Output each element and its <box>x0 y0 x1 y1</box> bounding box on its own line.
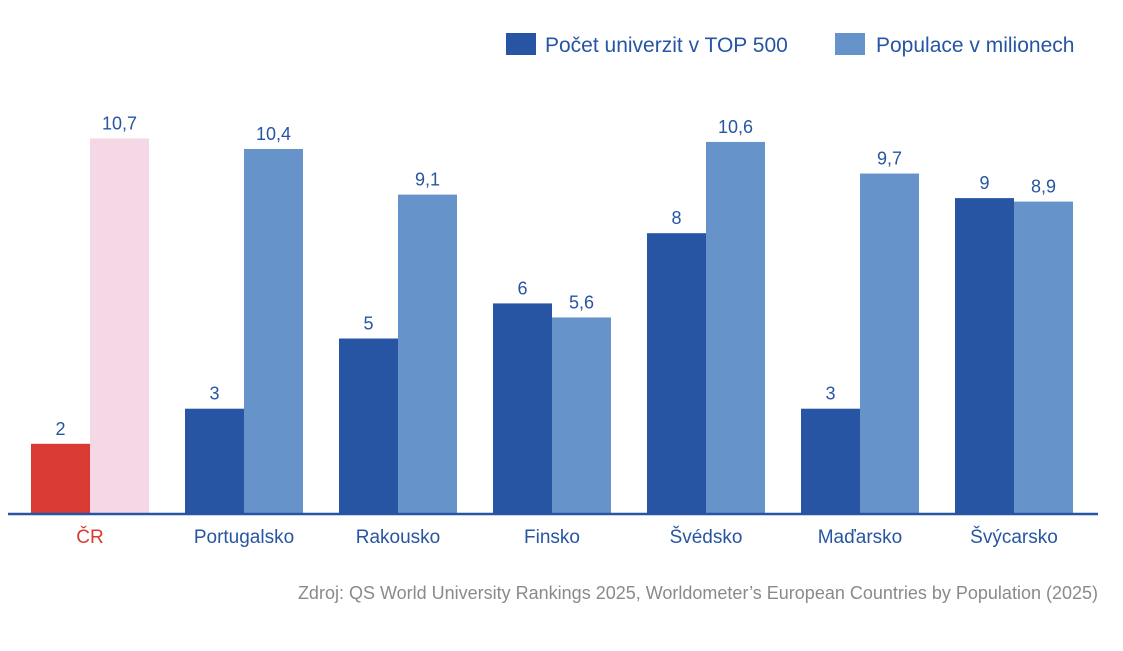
bar-svycarsko-top500 <box>955 198 1014 514</box>
category-label-madarsko: Maďarsko <box>818 527 903 548</box>
value-label-svedsko-population: 10,6 <box>718 117 753 137</box>
bar-cr-top500 <box>31 443 90 514</box>
bar-portugalsko-population <box>244 148 303 514</box>
value-label-portugalsko-top500: 3 <box>209 384 219 404</box>
value-label-rakousko-top500: 5 <box>363 314 373 334</box>
legend-swatch-top500 <box>506 33 536 55</box>
value-label-portugalsko-population: 10,4 <box>256 124 291 144</box>
value-label-svedsko-top500: 8 <box>671 208 681 228</box>
source-note: Zdroj: QS World University Rankings 2025… <box>298 583 1098 603</box>
bar-madarsko-top500 <box>801 408 860 514</box>
value-label-rakousko-population: 9,1 <box>415 170 440 190</box>
category-label-rakousko: Rakousko <box>356 527 441 548</box>
plot-area: 2 10,7 ČR 3 10,4 Portugalsko 5 9,1 Rakousko 6 5,6 F… <box>31 113 1073 548</box>
value-label-svycarsko-top500: 9 <box>979 173 989 193</box>
category-label-cr: ČR <box>76 526 103 548</box>
bar-rakousko-top500 <box>339 338 398 514</box>
value-label-madarsko-population: 9,7 <box>877 149 902 169</box>
category-label-svycarsko: Švýcarsko <box>970 526 1058 548</box>
value-label-madarsko-top500: 3 <box>825 384 835 404</box>
bar-svedsko-population <box>706 141 765 514</box>
bar-cr-population <box>90 138 149 514</box>
category-label-finsko: Finsko <box>524 527 580 548</box>
value-label-finsko-population: 5,6 <box>569 292 594 312</box>
value-label-cr-population: 10,7 <box>102 113 137 133</box>
bar-svedsko-top500 <box>647 233 706 514</box>
bar-svycarsko-population <box>1014 201 1073 515</box>
value-label-finsko-top500: 6 <box>517 278 527 298</box>
legend-swatch-population <box>835 33 865 55</box>
value-label-cr-top500: 2 <box>55 419 65 439</box>
category-label-svedsko: Švédsko <box>670 526 743 548</box>
bar-portugalsko-top500 <box>185 408 244 514</box>
legend-label-top500: Počet univerzit v TOP 500 <box>545 34 788 57</box>
legend: Počet univerzit v TOP 500 Populace v mil… <box>506 33 1074 57</box>
legend-label-population: Populace v milionech <box>876 34 1074 57</box>
bar-madarsko-population <box>860 173 919 514</box>
bar-finsko-top500 <box>493 303 552 514</box>
value-label-svycarsko-population: 8,9 <box>1031 177 1056 197</box>
category-label-portugalsko: Portugalsko <box>194 527 294 548</box>
bar-finsko-population <box>552 317 611 514</box>
bar-rakousko-population <box>398 194 457 514</box>
